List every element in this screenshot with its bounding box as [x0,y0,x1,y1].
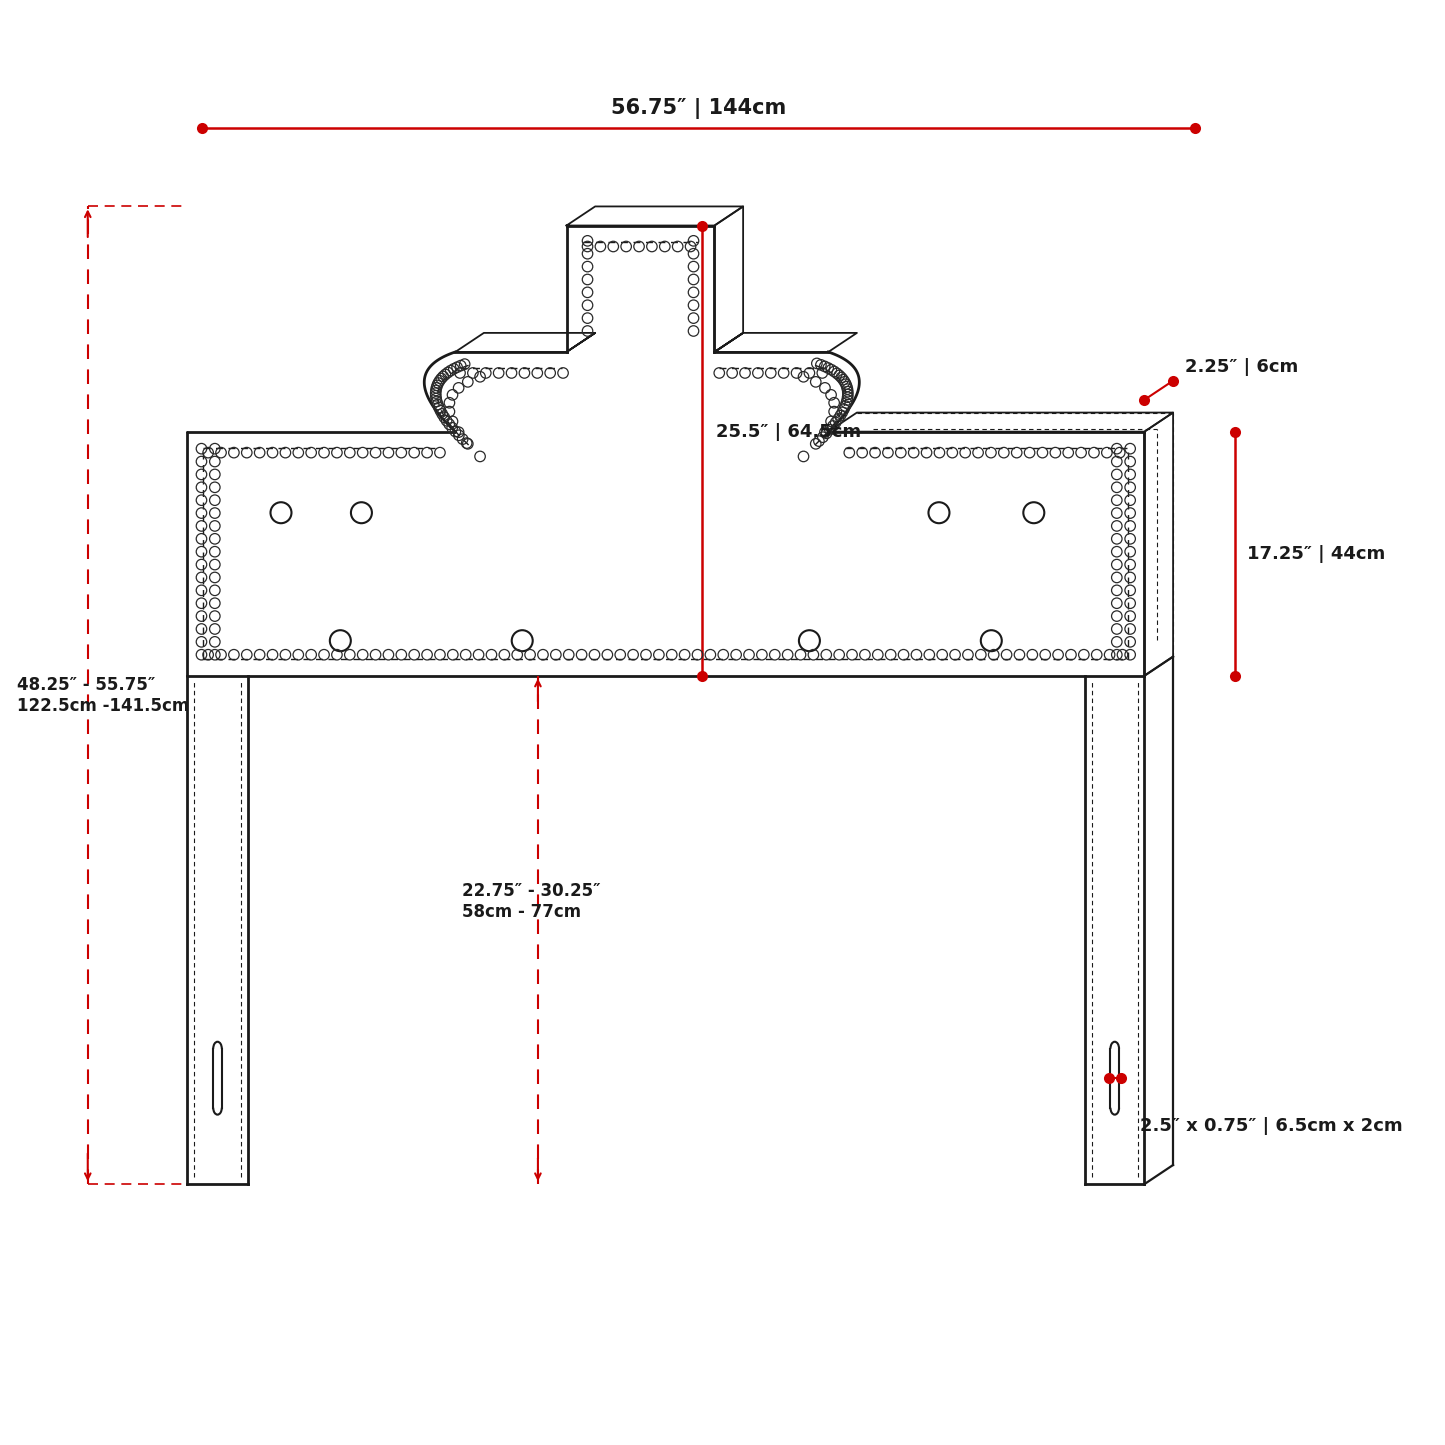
Text: 17.25″ | 44cm: 17.25″ | 44cm [1247,545,1384,562]
Text: 22.75″ - 30.25″
58cm - 77cm: 22.75″ - 30.25″ 58cm - 77cm [461,881,600,920]
Text: 48.25″ - 55.75″
122.5cm -141.5cm: 48.25″ - 55.75″ 122.5cm -141.5cm [17,676,189,715]
Text: 2.25″ | 6cm: 2.25″ | 6cm [1185,358,1298,376]
Text: 25.5″ | 64.5cm: 25.5″ | 64.5cm [717,422,861,441]
Text: 2.5″ x 0.75″ | 6.5cm x 2cm: 2.5″ x 0.75″ | 6.5cm x 2cm [1140,1117,1403,1134]
Text: 56.75″ | 144cm: 56.75″ | 144cm [611,98,786,118]
